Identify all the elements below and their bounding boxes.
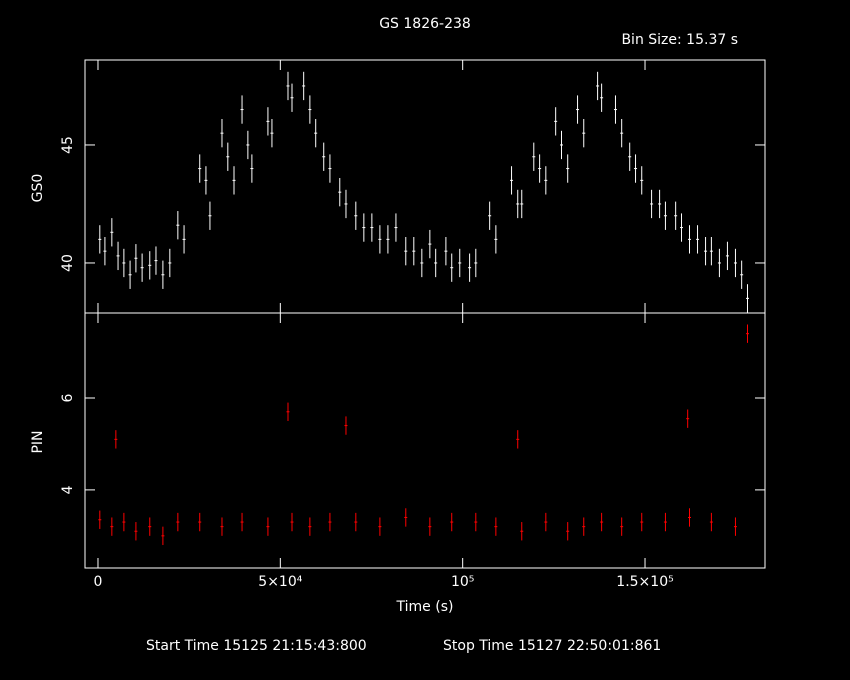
x-tick-label: 1.5×10⁵ bbox=[616, 574, 673, 590]
chart-title: GS 1826-238 bbox=[379, 16, 471, 32]
plot-frame bbox=[84, 312, 766, 569]
x-tick-label: 5×10⁴ bbox=[258, 574, 302, 590]
y-tick-label: 4 bbox=[60, 485, 76, 494]
bin-size: Bin Size: 15.37 s bbox=[621, 32, 738, 48]
x-tick-label: 0 bbox=[94, 574, 103, 590]
start-time: Start Time 15125 21:15:43:800 bbox=[146, 638, 367, 654]
y-tick-label: 6 bbox=[60, 393, 76, 402]
x-axis-label: Time (s) bbox=[396, 599, 454, 615]
y-axis-label: PIN bbox=[30, 430, 46, 453]
y-tick-label: 40 bbox=[60, 254, 76, 272]
plot-frame bbox=[84, 59, 766, 314]
x-tick-label: 10⁵ bbox=[451, 574, 474, 590]
y-axis-label: GS0 bbox=[30, 174, 46, 203]
stop-time: Stop Time 15127 22:50:01:861 bbox=[443, 638, 661, 654]
y-tick-label: 45 bbox=[60, 136, 76, 154]
